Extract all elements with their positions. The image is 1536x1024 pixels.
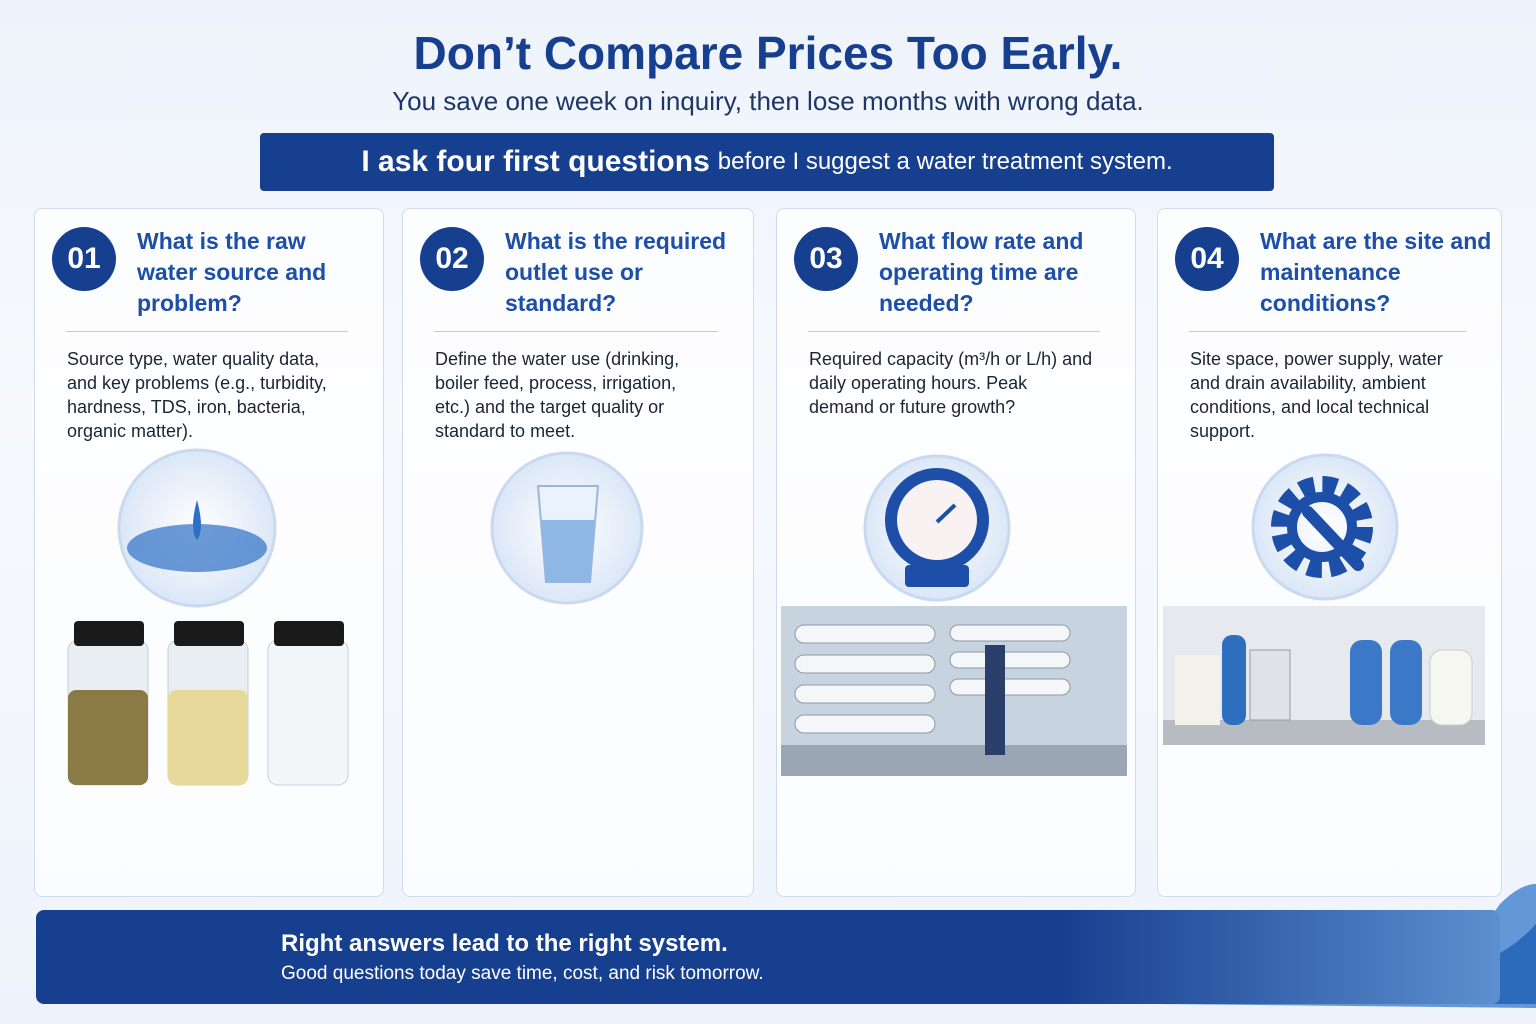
divider [1189, 331, 1466, 332]
title: Don’t Compare Prices Too Early. [413, 27, 1123, 79]
divider [808, 331, 1100, 332]
gauge-illustration [863, 454, 1011, 602]
card-title: What is the required outlet use or stand… [505, 228, 727, 316]
banner-text: before I suggest a water treatment syste… [717, 148, 1173, 175]
card-title: What are the site and maintenance condit… [1260, 228, 1492, 316]
card-number: 03 [794, 227, 858, 291]
card-body: Required capacity (m³/h or L/h) and dail… [809, 349, 1093, 417]
plant-photo [781, 606, 1127, 776]
card-body: Site space, power supply, water and drai… [1190, 349, 1443, 441]
card-title: What is the raw water source and problem… [137, 228, 327, 316]
card-body: Source type, water quality data, and key… [67, 349, 327, 441]
card-body: Define the water use (drinking, boiler f… [435, 349, 680, 441]
gear-illustration [1251, 453, 1399, 601]
jars [67, 621, 349, 786]
card-title: What flow rate and operating time are ne… [879, 228, 1084, 316]
divider [66, 331, 348, 332]
footer: Right answers lead to the right system. … [36, 910, 1500, 1004]
footer-title: Right answers lead to the right system. [281, 930, 728, 957]
glass-illustration [490, 451, 644, 605]
subtitle: You save one week on inquiry, then lose … [392, 86, 1144, 116]
divider [434, 331, 718, 332]
card-number: 02 [420, 227, 484, 291]
footer-subtitle: Good questions today save time, cost, an… [281, 963, 764, 984]
card-number: 01 [52, 227, 116, 291]
card-number: 04 [1175, 227, 1239, 291]
banner-bold: I ask four first questions [361, 145, 710, 178]
drop-illustration [117, 448, 277, 608]
equipment-photo [1163, 606, 1485, 745]
banner: I ask four first questions before I sugge… [260, 133, 1274, 191]
